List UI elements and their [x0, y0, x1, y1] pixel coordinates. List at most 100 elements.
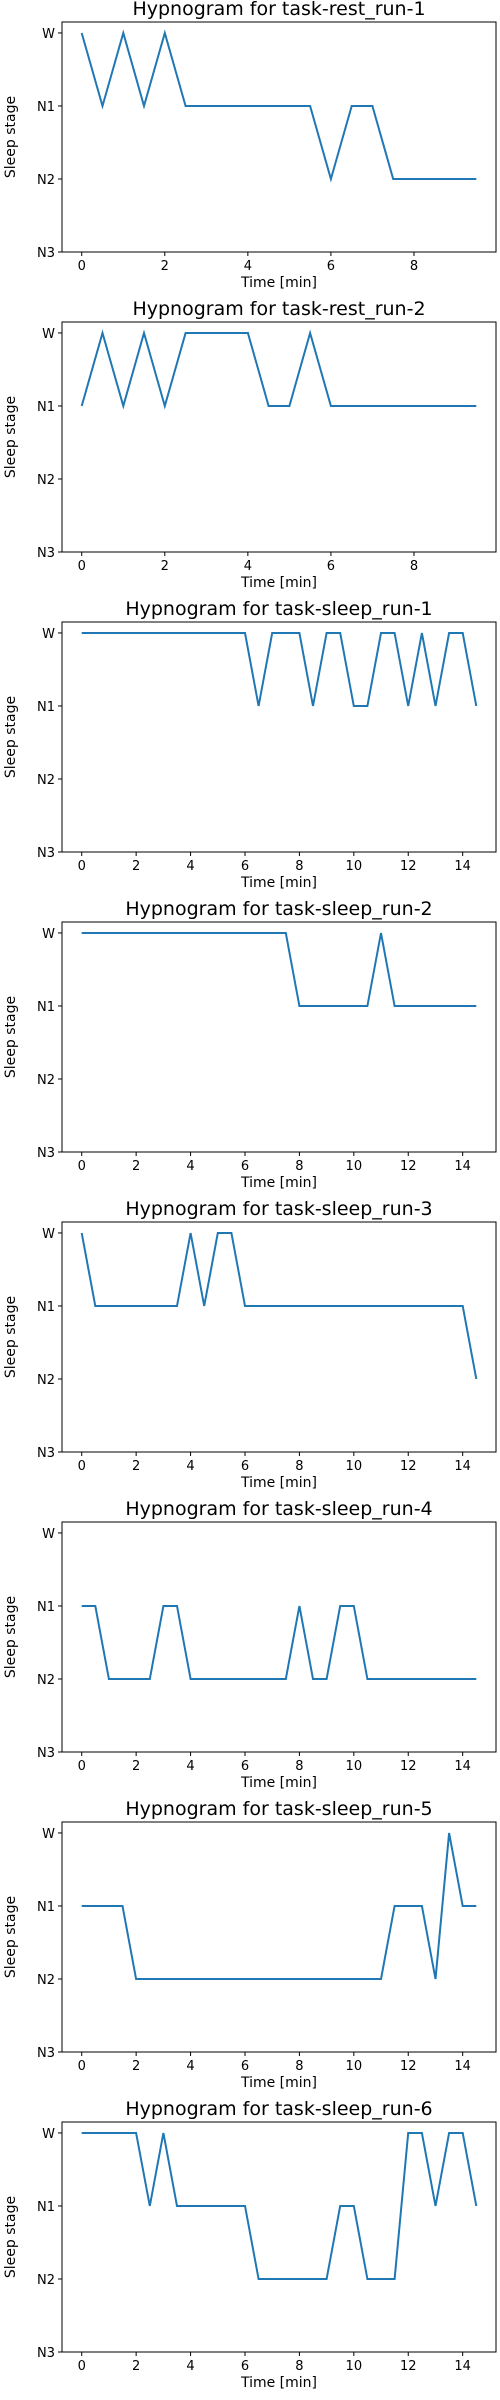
x-tick-label: 6 [327, 259, 335, 274]
y-tick-label: N1 [37, 100, 55, 115]
x-tick-label: 0 [78, 2359, 86, 2374]
x-tick-label: 14 [454, 1159, 471, 1174]
axes-frame [61, 21, 497, 253]
y-tick-label: N3 [37, 246, 55, 261]
x-tick-label: 14 [454, 2359, 471, 2374]
x-tick-label: 2 [132, 2059, 140, 2074]
x-tick-label: 4 [186, 2059, 194, 2074]
chart-title: Hypnogram for task-sleep_run-4 [125, 1498, 432, 1520]
y-tick-label: N2 [37, 1973, 55, 1988]
x-tick-label: 6 [241, 859, 249, 874]
x-axis-label: Time [min] [240, 875, 317, 891]
y-tick-label: N3 [37, 846, 55, 861]
x-tick-label: 2 [132, 1459, 140, 1474]
x-tick-label: 4 [186, 1159, 194, 1174]
x-tick-label: 10 [346, 1759, 363, 1774]
x-axis-label: Time [min] [240, 275, 317, 291]
x-tick-label: 2 [132, 1159, 140, 1174]
x-tick-label: 2 [132, 1759, 140, 1774]
hypnogram-panel: Hypnogram for task-sleep_run-2 W N1 N2 N3 0 2 4… [3, 898, 497, 1191]
y-tick-label: W [42, 327, 55, 342]
x-tick-label: 10 [346, 2059, 363, 2074]
y-tick-label: N2 [37, 773, 55, 788]
x-tick-label: 8 [295, 859, 303, 874]
axes-frame [61, 1521, 497, 1753]
x-tick-label: 4 [244, 559, 252, 574]
x-tick-label: 10 [346, 859, 363, 874]
hypnogram-panel: Hypnogram for task-sleep_run-6 W N1 N2 N3 0 2 4… [3, 2098, 497, 2391]
y-tick-label: N2 [37, 173, 55, 188]
x-tick-label: 8 [410, 559, 418, 574]
chart-title: Hypnogram for task-sleep_run-2 [125, 898, 432, 920]
x-tick-label: 14 [454, 859, 471, 874]
y-axis-label: Sleep stage [3, 1596, 19, 1678]
chart-title: Hypnogram for task-rest_run-2 [132, 298, 425, 320]
y-tick-label: N1 [37, 1300, 55, 1315]
y-tick-label: N1 [37, 1900, 55, 1915]
hypnogram-series-line [81, 632, 478, 707]
axes-frame [61, 2121, 497, 2353]
x-tick-label: 12 [400, 1759, 417, 1774]
axes-frame [61, 1221, 497, 1453]
hypnogram-panel: Hypnogram for task-sleep_run-5 W N1 N2 N3 0 2 4… [3, 1798, 497, 2091]
x-tick-label: 6 [241, 2059, 249, 2074]
x-tick-label: 14 [454, 1759, 471, 1774]
y-tick-label: W [42, 1827, 55, 1842]
x-tick-label: 12 [400, 2359, 417, 2374]
hypnogram-series-line [81, 2132, 478, 2280]
x-tick-label: 0 [78, 559, 86, 574]
x-tick-label: 2 [132, 2359, 140, 2374]
hypnogram-panel: Hypnogram for task-rest_run-2 W N1 N2 N3 0 2 4 6… [3, 298, 497, 591]
y-tick-label: N3 [37, 2346, 55, 2361]
x-tick-label: 0 [78, 1759, 86, 1774]
x-tick-label: 6 [241, 1759, 249, 1774]
y-tick-label: N3 [37, 546, 55, 561]
x-axis-label: Time [min] [240, 1475, 317, 1491]
y-axis-label: Sleep stage [3, 96, 19, 178]
hypnogram-panel: Hypnogram for task-sleep_run-1 W N1 N2 N3 0 2 4… [3, 598, 497, 891]
y-tick-label: N3 [37, 2046, 55, 2061]
y-tick-label: W [42, 27, 55, 42]
y-tick-label: N2 [37, 473, 55, 488]
y-tick-label: W [42, 2127, 55, 2142]
x-tick-label: 4 [186, 1459, 194, 1474]
x-tick-label: 8 [295, 2059, 303, 2074]
hypnogram-series-line [80, 1232, 478, 1380]
x-axis-label: Time [min] [240, 2375, 317, 2391]
x-tick-label: 14 [454, 1459, 471, 1474]
x-axis-label: Time [min] [240, 1775, 317, 1791]
hypnogram-panel: Hypnogram for task-rest_run-1 W N1 N2 N3 0 2 4 6… [3, 0, 497, 291]
x-tick-label: 6 [241, 1159, 249, 1174]
y-tick-label: N1 [37, 2200, 55, 2215]
x-tick-label: 14 [454, 2059, 471, 2074]
x-axis-label: Time [min] [240, 2075, 317, 2091]
x-tick-label: 0 [78, 859, 86, 874]
x-tick-label: 2 [161, 559, 169, 574]
x-tick-label: 6 [241, 1459, 249, 1474]
x-tick-label: 6 [327, 559, 335, 574]
y-axis-label: Sleep stage [3, 2196, 19, 2278]
y-tick-label: N3 [37, 1446, 55, 1461]
hypnogram-series-line [80, 29, 477, 183]
x-tick-label: 10 [346, 2359, 363, 2374]
y-tick-label: N2 [37, 2273, 55, 2288]
x-tick-label: 6 [241, 2359, 249, 2374]
x-tick-label: 12 [400, 859, 417, 874]
x-tick-label: 2 [161, 259, 169, 274]
x-tick-label: 4 [244, 259, 252, 274]
axes-frame [61, 321, 497, 553]
chart-title: Hypnogram for task-sleep_run-6 [125, 2098, 432, 2120]
chart-title: Hypnogram for task-sleep_run-5 [125, 1798, 432, 1820]
x-tick-label: 4 [186, 859, 194, 874]
y-tick-label: W [42, 1527, 55, 1542]
y-tick-label: N2 [37, 1673, 55, 1688]
y-tick-label: N1 [37, 700, 55, 715]
x-tick-label: 12 [400, 2059, 417, 2074]
y-axis-label: Sleep stage [3, 1896, 19, 1978]
x-tick-label: 4 [186, 2359, 194, 2374]
hypnogram-series-line [81, 1832, 477, 1980]
y-axis-label: Sleep stage [3, 1296, 19, 1378]
x-axis-label: Time [min] [240, 575, 317, 591]
x-tick-label: 0 [78, 1159, 86, 1174]
